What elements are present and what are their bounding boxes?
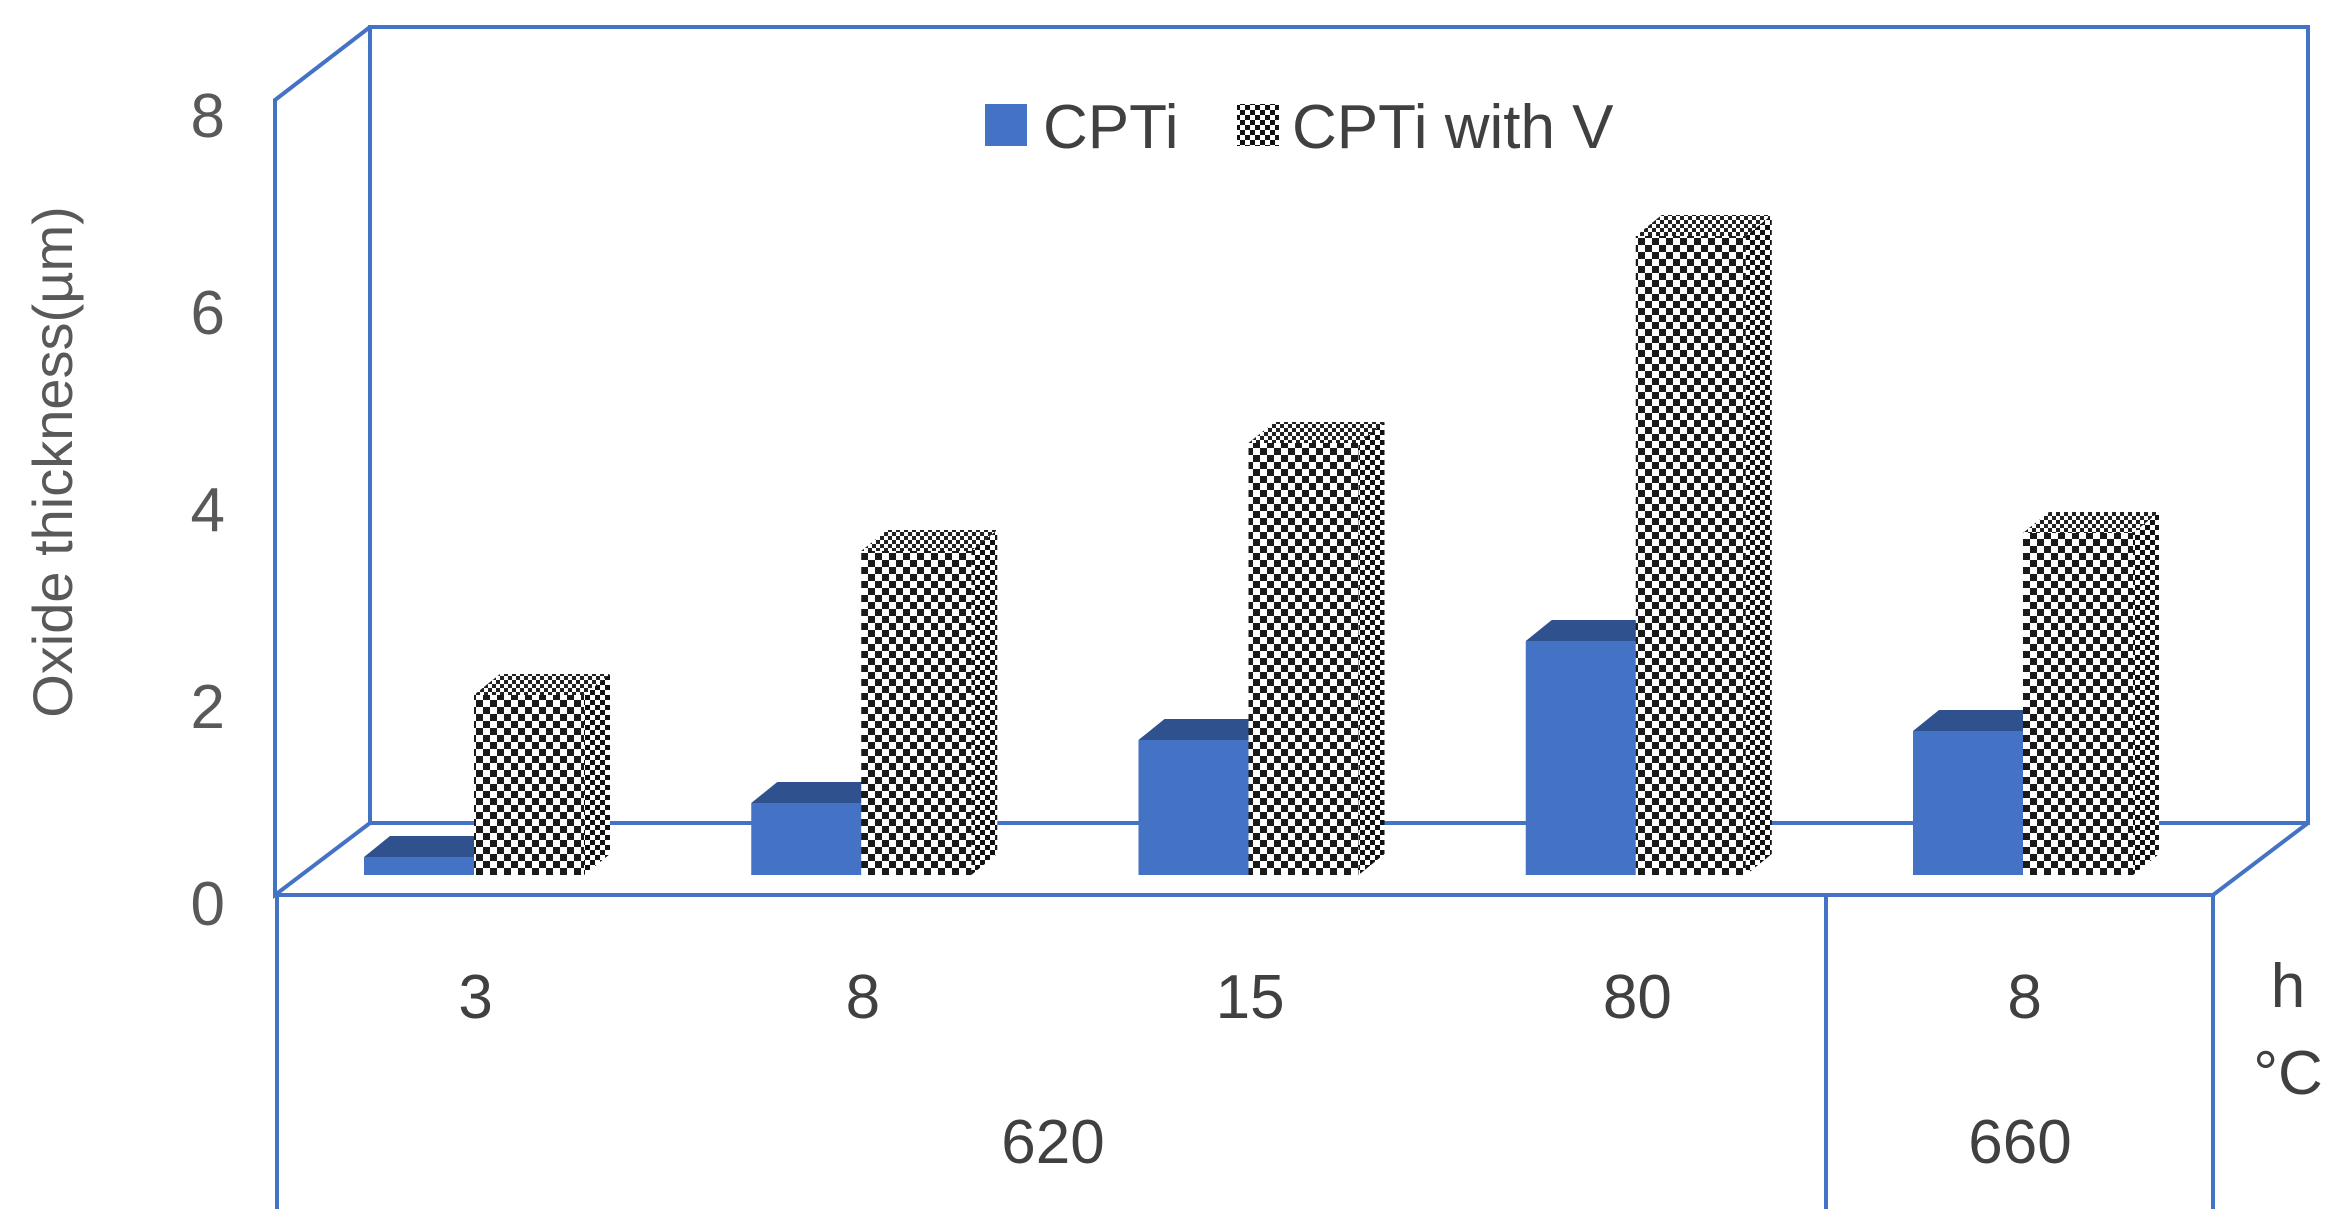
bar-top <box>1248 422 1385 443</box>
category-labels: 3 8 15 80 8 <box>458 963 2041 1032</box>
axis-level-label-degc: °C <box>2253 1039 2323 1108</box>
bar-cpti-with-v <box>1248 422 1385 875</box>
bar-top <box>1525 620 1662 641</box>
y-tick-label: 0 <box>191 870 225 939</box>
y-axis-ticks: 0 2 4 6 8 <box>191 82 225 939</box>
bar-cpti-with-v <box>1635 215 1772 875</box>
bar-side <box>1745 215 1772 875</box>
legend-label-cpti-with-v: CPTi with V <box>1292 93 1614 162</box>
category-axis-table <box>275 895 2215 1209</box>
group-label-660: 660 <box>1968 1108 2071 1177</box>
bar-front <box>1913 731 2023 875</box>
legend-swatch-cpti <box>985 104 1027 146</box>
category-label: 15 <box>1216 963 1285 1032</box>
bar-front <box>861 551 972 875</box>
bar-front <box>1635 236 1746 875</box>
bar-cpti-with-v <box>861 530 998 875</box>
bars <box>364 215 2159 875</box>
bar-cpti-with-v <box>474 674 610 875</box>
bar-top <box>1635 215 1772 236</box>
bar-front <box>1248 443 1359 875</box>
bar-top <box>1913 710 2049 731</box>
bar-side <box>584 674 610 875</box>
bar-top <box>364 836 500 857</box>
category-label: 8 <box>846 963 880 1032</box>
legend-swatch-cpti-with-v <box>1237 104 1279 146</box>
bar-side <box>1358 422 1385 875</box>
bar-top <box>474 674 610 695</box>
y-tick-label: 8 <box>191 82 225 151</box>
bar-front <box>1525 641 1636 875</box>
category-label: 3 <box>458 963 492 1032</box>
bar-front <box>364 857 474 875</box>
bar-side <box>2133 512 2159 875</box>
y-axis-title: Oxide thickness(µm) <box>21 206 84 718</box>
legend-label-cpti: CPTi <box>1043 93 1178 162</box>
category-label: 8 <box>2007 963 2041 1032</box>
bar-front <box>474 695 584 875</box>
y-tick-label: 4 <box>191 476 225 545</box>
y-tick-label: 2 <box>191 673 225 742</box>
legend: CPTi CPTi with V <box>985 93 1614 162</box>
bar-front <box>2023 533 2133 875</box>
side-wall <box>273 25 372 900</box>
bar-front <box>1138 740 1249 875</box>
group-label-620: 620 <box>1001 1108 1104 1177</box>
bar-cpti-with-v <box>2023 512 2159 875</box>
bar-top <box>1138 719 1275 740</box>
bar-front <box>751 803 862 875</box>
bar-top <box>751 782 888 803</box>
bar-side <box>971 530 998 875</box>
y-tick-label: 6 <box>191 279 225 348</box>
axis-level-label-h: h <box>2271 952 2305 1021</box>
bar-top <box>861 530 998 551</box>
bar-top <box>2023 512 2159 533</box>
category-label: 80 <box>1603 963 1672 1032</box>
